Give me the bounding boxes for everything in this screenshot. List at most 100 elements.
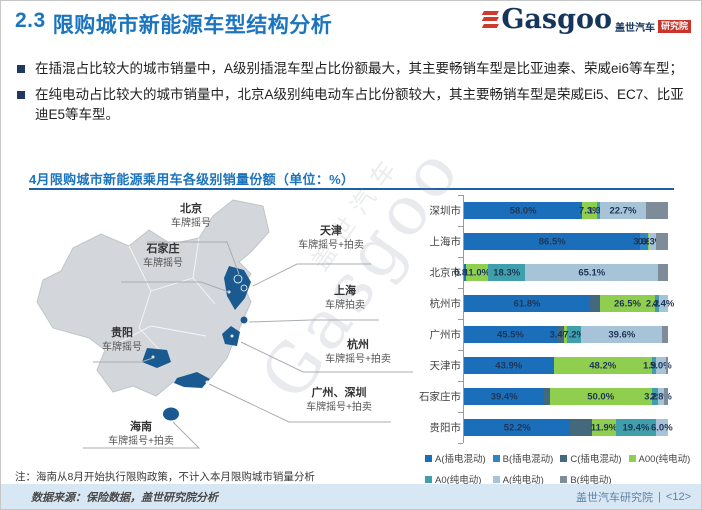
segment-value-label: 61.8%: [513, 298, 541, 309]
category-label: 广州市: [429, 329, 462, 341]
bar-segment: 39.6%: [581, 326, 663, 343]
bullet-list: 在插混占比较大的城市销量中，A级别插混车型占比份额最大，其主要畅销车型是比亚迪秦…: [17, 59, 691, 131]
callout-city: 北京: [180, 203, 202, 215]
bar-segment: 4.4%: [653, 295, 674, 312]
map-callout-tianjin: 天津 车牌摇号+拍卖: [285, 224, 377, 253]
segment-value-label: 3.3%: [641, 236, 664, 247]
bar-segment: [570, 419, 592, 436]
callout-policy: 车牌摇号+拍卖: [108, 436, 174, 447]
map-callout-shijiazhuang: 石家庄 车牌摇号: [119, 242, 207, 271]
leader-shanghai: [248, 319, 379, 323]
stacked-bar: 43.9% 48.2% 1.9% 5.0%: [464, 357, 672, 374]
segment-value-label: 50.0%: [587, 391, 615, 402]
bar-segment: 2.2%: [646, 295, 668, 312]
legend-item: A(纯电动): [492, 472, 554, 486]
bar-segment: 2.8%: [650, 388, 672, 405]
legend-swatch-icon: [560, 454, 568, 462]
category-label: 上海市: [429, 236, 462, 248]
callout-policy: 车牌摇号+拍卖: [298, 240, 364, 251]
bar-segment: 3.6%: [633, 233, 655, 250]
legend-label: C(插电混动): [570, 454, 622, 465]
bar-segment: 7.3%: [579, 202, 601, 219]
legend-item: B(纯电动): [560, 472, 621, 486]
legend-swatch-icon: [425, 475, 432, 483]
segment-value-label: 22.7%: [609, 205, 637, 216]
data-source: 数据来源：保险数据，盖世研究院分析: [31, 491, 218, 504]
logo-badge: 研究院: [657, 20, 691, 33]
bullet-item: 在纯电动占比较大的城市销量中，北京A级别纯电动车占比份额较大，其主要畅销车型是荣…: [17, 85, 691, 126]
chart-row: 石家庄市 39.4% 50.0% 3.2% 2.8%: [415, 381, 701, 412]
map-callout-beijing: 北京 车牌摇号: [149, 202, 233, 231]
stacked-bar: 58.0% 7.3% 1.3% 22.7%: [464, 202, 668, 219]
bar-segment: 43.9%: [464, 357, 554, 374]
leader-beijing: [147, 241, 240, 275]
callout-policy: 车牌摇号: [171, 218, 211, 229]
callout-policy: 车牌摇号+拍卖: [325, 354, 391, 365]
callout-city: 广州、深圳: [311, 387, 367, 399]
segment-value-label: 5.0%: [650, 360, 672, 371]
bullet-item: 在插混占比较大的城市销量中，A级别插混车型占比份额最大，其主要畅销车型是比亚迪秦…: [17, 59, 691, 80]
callout-policy: 车牌摇号+拍卖: [306, 402, 372, 413]
axis-tick: [458, 288, 463, 289]
axis-tick: [458, 381, 463, 382]
segment-value-label: 11.0%: [463, 267, 491, 278]
city-dot-hangzhou: [230, 334, 234, 338]
segment-value-label: 1.3%: [587, 205, 610, 216]
segment-value-label: 3.6%: [633, 236, 655, 247]
segment-value-label: 58.0%: [509, 205, 537, 216]
bar-segment: 3.3%: [642, 233, 663, 250]
chart-row: 北京市0.8%11.0%18.3% 65.1%: [415, 257, 701, 288]
chart-legend: A(插电混动) B(插电混动) C(插电混动) A00(纯电动) A0(纯电动) A(纯电…: [425, 451, 701, 486]
y-axis: [458, 195, 464, 444]
bar-segment: [662, 326, 668, 343]
leader-guiyang: [93, 357, 154, 363]
segment-value-label: 39.6%: [608, 329, 636, 340]
map-callout-guiyang: 贵阳 车牌摇号: [87, 326, 157, 355]
bar-segment: [544, 388, 550, 405]
page-number: <12>: [665, 490, 691, 503]
legend-label: A(插电混动): [435, 454, 486, 465]
segment-value-label: 65.1%: [578, 267, 606, 278]
segment-value-label: 2.2%: [645, 298, 668, 309]
bullet-text: 在纯电动占比较大的城市销量中，北京A级别纯电动车占比份额较大，其主要畅销车型是荣…: [35, 86, 684, 123]
legend-swatch-icon: [425, 454, 432, 462]
bar-rows: 深圳市 58.0% 7.3%1.3%22.7% 上海市 86.5% 3.6%0.6%3.3…: [415, 195, 701, 443]
segment-value-label: 86.5%: [538, 236, 566, 247]
city-dot-beijing: [233, 274, 243, 284]
map-callout-guangshen: 广州、深圳 车牌摇号+拍卖: [283, 386, 395, 415]
region-shanghai: [240, 316, 248, 324]
bar-segment: [665, 357, 668, 374]
stacked-bar: 52.2% 11.9% 19.4% 6.0%: [464, 419, 673, 436]
bar-segment: 86.5%: [464, 233, 641, 250]
axis-tick: [458, 195, 463, 196]
bullet-square-icon: [17, 65, 25, 73]
china-outline: [36, 199, 270, 397]
bar-segment: 6.0%: [651, 419, 673, 436]
chart-row: 杭州市 61.8% 26.5% 2.2% 4.4%: [415, 288, 701, 319]
callout-policy: 车牌拍卖: [325, 300, 365, 311]
legend-item: A(插电混动): [425, 451, 486, 465]
region-guangdong: [174, 372, 210, 388]
region-hebei: [224, 266, 251, 310]
chart-row: 广州市 45.5% 3.4% 7.2% 39.6%: [415, 319, 701, 350]
leader-hangzhou: [240, 341, 413, 373]
map-callout-hangzhou: 杭州 车牌摇号+拍卖: [299, 338, 417, 367]
bar-segment: 11.9%: [590, 419, 618, 436]
segment-value-label: 18.3%: [493, 267, 521, 278]
axis-tick: [458, 257, 463, 258]
segment-value-label: 11.9%: [590, 422, 618, 433]
axis-tick: [458, 319, 463, 320]
callout-city: 贵阳: [111, 327, 133, 339]
callout-city: 海南: [130, 421, 152, 433]
legend-label: A(纯电动): [502, 475, 544, 486]
legend-item: B(插电混动): [492, 451, 554, 465]
legend-label: B(插电混动): [502, 454, 554, 465]
footnote: 注：海南从8月开始执行限购政策，不计入本月限购城市销量分析: [15, 471, 315, 483]
logo-stripes-icon: [482, 10, 500, 27]
legend-swatch-icon: [492, 454, 500, 462]
chart-row: 贵阳市 52.2% 11.9% 19.4% 6.0%: [415, 412, 701, 443]
gasgoo-logo: Gasgoo 盖世汽车 研究院: [482, 6, 691, 34]
logo-brand-cn: 盖世汽车: [614, 23, 655, 34]
city-dot-tianjin: [240, 284, 248, 292]
